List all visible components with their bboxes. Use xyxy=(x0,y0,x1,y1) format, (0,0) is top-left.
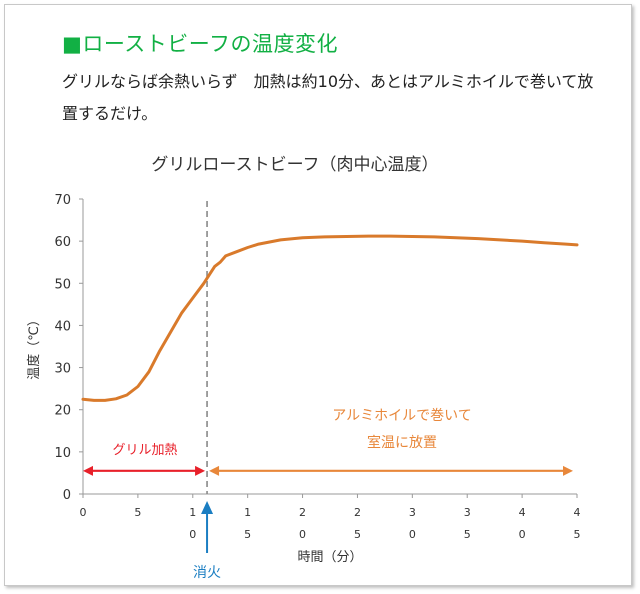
plot-area xyxy=(81,234,579,402)
y-tick-label: 20 xyxy=(54,404,71,419)
ignition-arrow-head xyxy=(201,501,214,514)
ignition-label: 消火 xyxy=(193,565,221,581)
y-tick-label: 70 xyxy=(54,193,71,208)
temperature-series-line xyxy=(81,234,579,402)
wrap-arrow-head-right xyxy=(563,465,573,476)
y-tick-label: 40 xyxy=(54,319,71,334)
chart-title: グリルローストビーフ（肉中心温度） xyxy=(151,155,438,175)
wrap-label-line: 室温に放置 xyxy=(367,434,437,451)
wrap-arrow-head-left xyxy=(209,465,220,476)
heating-arrow-head-left xyxy=(83,465,93,476)
heating-label: グリル加熱 xyxy=(113,443,178,458)
y-tick-label: 30 xyxy=(54,362,71,377)
x-tick-label: 5 xyxy=(134,506,141,519)
y-tick-label: 0 xyxy=(63,488,71,503)
section-body-text: グリルならば余熱いらず 加熱は約10分、あとはアルミホイルで巻いて放置するだけ。 xyxy=(62,72,594,123)
content-card xyxy=(4,4,632,586)
x-axis: 0 5 1 0 1 5 2 0 2 5 3 0 3 5 4 0 4 5 xyxy=(80,493,581,541)
y-axis-label: 温度（℃） xyxy=(26,313,42,380)
heating-arrow-head-right xyxy=(195,465,206,476)
section-heading: ■ローストビーフの温度変化 xyxy=(62,32,339,56)
wrap-label-line: アルミホイルで巻いて xyxy=(332,408,471,424)
y-tick-label: 60 xyxy=(54,235,71,250)
x-tick-label: 0 xyxy=(80,506,87,519)
y-tick-label: 10 xyxy=(54,446,71,461)
y-tick-label: 50 xyxy=(54,277,71,292)
y-axis: 0 10 20 30 40 50 60 70 xyxy=(54,193,84,503)
x-axis-label: 時間（分） xyxy=(297,550,362,565)
